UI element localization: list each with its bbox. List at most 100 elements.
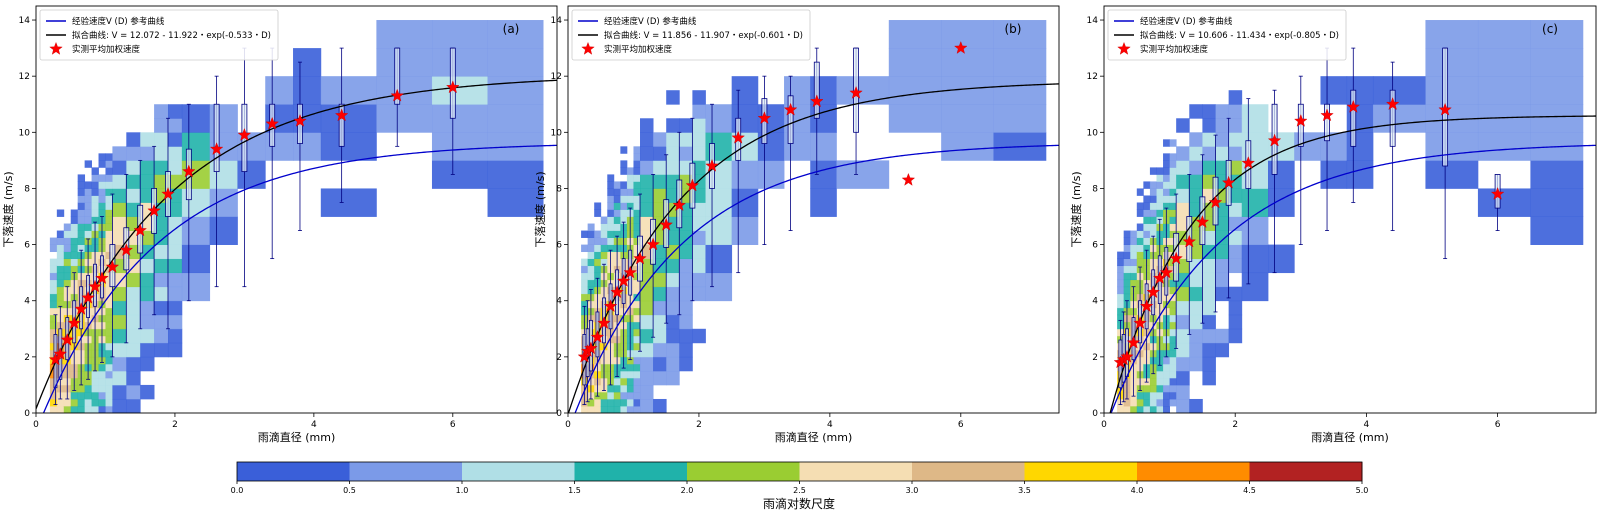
heatmap-cell <box>1163 167 1170 175</box>
heatmap-cell <box>167 328 183 344</box>
heatmap-cell <box>594 244 602 253</box>
heatmap-cell <box>126 160 141 175</box>
heatmap-cell <box>181 244 211 274</box>
heatmap-cell <box>98 391 106 400</box>
heatmap-cell <box>1156 363 1164 372</box>
measured-star <box>237 128 252 141</box>
colorbar-cell <box>1024 462 1138 481</box>
y-tick-label: 14 <box>19 16 31 26</box>
heatmap-cell <box>167 286 183 302</box>
heatmap-cell <box>487 20 544 49</box>
heatmap-cell <box>1149 230 1157 238</box>
reference-curve <box>1110 144 1596 413</box>
heatmap-cell <box>1156 181 1164 189</box>
heatmap-cell <box>626 384 634 393</box>
x-tick-label: 4 <box>1364 420 1370 430</box>
heatmap-cell <box>640 202 654 217</box>
heatmap-cell <box>487 188 544 217</box>
y-tick-label: 0 <box>24 409 30 419</box>
heatmap-cell <box>1320 76 1348 105</box>
heatmap-cell <box>666 118 680 133</box>
heatmap-cell <box>613 230 621 238</box>
heatmap-cell <box>1143 181 1151 189</box>
heatmap-cell <box>653 272 667 288</box>
measured-star <box>597 316 611 329</box>
heatmap-cell <box>1530 76 1584 105</box>
reference-curve <box>42 144 557 413</box>
heatmap-cell <box>91 181 99 189</box>
heatmap-cell <box>1169 370 1177 379</box>
x-tick-label: 2 <box>696 420 702 430</box>
heatmap-cell <box>620 167 628 175</box>
heatmap-cell <box>1215 188 1230 203</box>
heatmap-cell <box>70 258 79 267</box>
heatmap-cell <box>56 230 65 238</box>
box <box>394 47 401 105</box>
panel-label: (a) <box>503 22 520 36</box>
heatmap-cell <box>105 349 113 358</box>
heatmap-cell <box>98 370 106 379</box>
y-tick-label: 10 <box>551 128 563 138</box>
heatmap-cell <box>105 377 113 386</box>
heatmap-cell <box>1530 216 1584 245</box>
heatmap-cell <box>1169 286 1177 295</box>
heatmap-cell <box>633 216 641 224</box>
heatmap-cell <box>1202 258 1216 274</box>
heatmap-cell <box>126 314 141 330</box>
heatmap-cell <box>376 20 433 49</box>
heatmap-cell <box>600 398 608 407</box>
heatmap-cell <box>626 356 634 365</box>
measured-star <box>1146 285 1160 299</box>
heatmap-cell <box>91 405 99 413</box>
heatmap-cell <box>167 314 183 330</box>
heatmap-cell <box>1156 377 1164 386</box>
heatmap-cell <box>1202 230 1216 245</box>
heatmap-cell <box>1169 314 1177 323</box>
heatmap-cell <box>587 265 595 274</box>
measured-star <box>147 203 161 217</box>
heatmap-cell <box>1268 188 1295 217</box>
heatmap-cell <box>70 265 79 274</box>
heatmap-cell <box>731 160 759 189</box>
heatmap-cell <box>626 195 634 203</box>
colorbar-tick-label: 4.0 <box>1131 486 1144 495</box>
heatmap-cell <box>626 370 634 379</box>
heatmap-cell <box>1149 377 1157 386</box>
colorbar-cell <box>574 462 688 481</box>
heatmap-cell <box>49 391 58 400</box>
heatmap-cell <box>1202 286 1216 302</box>
heatmap-cell <box>1123 230 1131 238</box>
fit-curve <box>1109 115 1596 413</box>
heatmap-cell <box>1117 272 1125 281</box>
heatmap-cell <box>105 209 113 217</box>
heatmap-cell <box>679 244 693 260</box>
heatmap-cell <box>84 160 92 168</box>
heatmap-cell <box>633 405 641 413</box>
heatmap-cell <box>1169 216 1177 224</box>
measured-star <box>53 347 68 360</box>
heatmap-cell <box>91 202 99 210</box>
y-tick-label: 0 <box>556 409 562 419</box>
heatmap-cell <box>1169 209 1177 217</box>
heatmap-cell <box>320 104 377 133</box>
heatmap-cell <box>140 300 155 316</box>
y-tick-label: 4 <box>556 297 562 307</box>
heatmap-cell <box>679 300 693 316</box>
heatmap-cell <box>293 48 322 77</box>
heatmap-cell <box>167 244 183 260</box>
heatmap-cell <box>1176 272 1190 288</box>
heatmap-cell <box>626 405 634 413</box>
heatmap-cell <box>1477 20 1531 49</box>
heatmap-cell <box>167 272 183 288</box>
heatmap-cell <box>594 405 602 413</box>
heatmap-cell <box>1117 293 1125 302</box>
y-tick-label: 0 <box>1092 409 1098 419</box>
heatmap-cell <box>679 146 693 161</box>
heatmap-cell <box>84 209 92 217</box>
heatmap-cell <box>1149 188 1157 196</box>
heatmap-cell <box>105 188 113 196</box>
heatmap-cell <box>431 76 488 105</box>
legend-box <box>39 9 279 61</box>
heatmap-cell <box>112 202 127 217</box>
heatmap-cell <box>49 237 58 245</box>
